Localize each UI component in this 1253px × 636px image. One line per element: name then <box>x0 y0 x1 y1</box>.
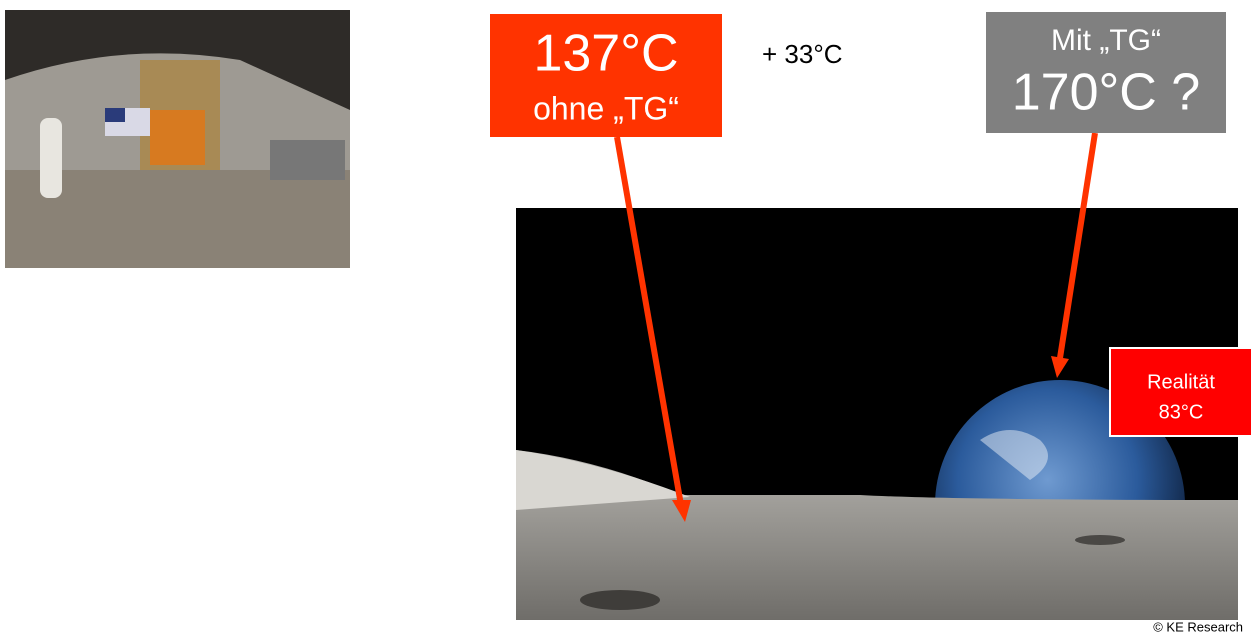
label: Realität <box>1147 371 1215 393</box>
temperature: 83°C <box>1159 401 1204 423</box>
label-box <box>1109 347 1253 437</box>
footer: © KE Research <box>1153 619 1243 634</box>
difference: + 33°C <box>762 39 843 69</box>
label-box <box>490 14 722 137</box>
label-box <box>986 12 1226 133</box>
caption: ohne „TG“ <box>533 90 679 126</box>
arrow <box>1051 132 1098 378</box>
temperature: 170°C ? <box>1012 64 1200 122</box>
moon-photo <box>516 208 1238 620</box>
caption: Mit „TG“ <box>1051 24 1161 57</box>
temperature: 137°C <box>533 25 678 83</box>
apollo-photo <box>5 10 350 269</box>
arrow <box>614 136 691 522</box>
